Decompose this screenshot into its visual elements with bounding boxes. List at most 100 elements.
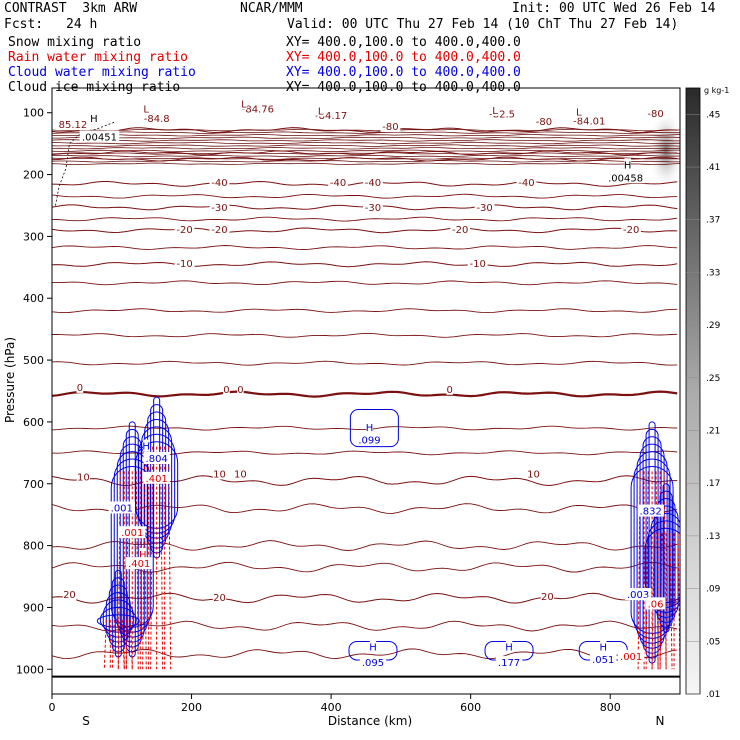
forecast-label: Fcst:: [4, 17, 44, 32]
rain-water-contour: [663, 471, 667, 670]
contour-label: H: [90, 114, 98, 125]
contour-label: -84.8: [144, 114, 170, 125]
temperature-contour-line: [52, 150, 678, 156]
label-background: [617, 649, 645, 662]
label-background: [79, 130, 120, 143]
x-tick-label: 0: [49, 701, 56, 714]
colorbar-label: .17: [706, 479, 720, 489]
temperature-contour--10: [52, 261, 678, 268]
rain-water-contour: [129, 619, 133, 670]
colorbar: g kg-1 .01 .05 .09 .13 .17 .21 .25 .29 .33 .37 .41…: [685, 86, 729, 700]
temperature-contour-0: [52, 390, 678, 398]
field-name-snow: Snow mixing ratio: [8, 35, 142, 50]
contour-label: .051: [592, 655, 614, 666]
label-background: [240, 97, 248, 110]
x-end-label-left: S: [82, 714, 90, 728]
rain-water-contour: [659, 533, 663, 670]
label-background: [621, 223, 642, 236]
label-background: [645, 597, 666, 610]
contour-label: L: [576, 108, 582, 119]
contour-label: .001: [620, 652, 642, 663]
x-end-label-right: N: [656, 714, 665, 728]
rain-water-contour: [111, 619, 115, 670]
contour-label: -84.76: [242, 105, 274, 116]
rain-water-contour: [677, 533, 680, 670]
label-background: [174, 257, 195, 270]
contour-label: 20: [63, 590, 76, 601]
x-axis-label: Distance (km): [328, 714, 412, 728]
contour-label: H: [369, 643, 377, 654]
contour-label: H: [599, 643, 607, 654]
field-name-rain: Rain water mixing ratio: [8, 50, 189, 65]
colorbar-label: .09: [706, 585, 721, 595]
label-background: [328, 176, 348, 189]
temperature-contour-line: [52, 156, 678, 162]
tropopause-contour-line: [52, 134, 680, 137]
label-background: [90, 111, 98, 124]
label-background: [143, 452, 170, 465]
contour-label: .00458: [608, 173, 643, 184]
label-background: [317, 104, 324, 117]
colorbar-label: .29: [706, 321, 721, 331]
rain-water-contour: [655, 471, 659, 670]
tropopause-contour-line: [52, 154, 680, 158]
label-background: [209, 223, 230, 236]
contour-label: .001: [121, 528, 143, 539]
tropopause-contour-line: [52, 149, 680, 152]
contour-label: -40: [330, 178, 346, 189]
contour-label: 0: [447, 385, 453, 396]
tropopause-contour-line: [52, 147, 680, 150]
convective-column-right-2: [644, 483, 680, 670]
y-axis-label: Pressure (hPa): [3, 337, 17, 423]
temperature-contour-line: [52, 360, 678, 366]
label-background: [238, 102, 278, 115]
contour-label: -82.5: [489, 110, 515, 121]
temperature-contour-line: [52, 561, 678, 573]
tropopause-contour-line: [52, 162, 680, 166]
y-tick-label: 300: [23, 230, 44, 243]
init-time: Init: 00 UTC Wed 26 Feb 14: [512, 1, 716, 16]
colorbar-label: .37: [706, 216, 720, 226]
plot-area: -84.76 -84.17 -82.5 -84.01 -84.8 85.12 -80 -80 -…: [52, 97, 680, 678]
rain-water-contour: [651, 533, 655, 670]
contour-label: 10: [213, 469, 226, 480]
label-background: [575, 105, 583, 118]
label-background: [126, 557, 153, 570]
label-background: [534, 115, 554, 128]
label-background: [446, 382, 454, 395]
label-background: [76, 380, 84, 393]
valid-time: Valid: 00 UTC Thu 27 Feb 14 (10 ChT Thu …: [287, 17, 679, 32]
x-tick-label: 800: [600, 701, 621, 714]
contour-label: .177: [498, 658, 520, 669]
colorbar-unit: g kg-1: [704, 86, 729, 95]
contour-label: -20: [176, 225, 192, 236]
contour-label: -80: [382, 122, 398, 133]
label-background: [491, 103, 499, 116]
label-background: [467, 257, 488, 270]
label-background: [599, 640, 607, 653]
contour-label: -30: [365, 203, 381, 214]
field-name-cloudwater: Cloud water mixing ratio: [8, 65, 196, 80]
temperature-contour-line: [52, 425, 678, 431]
model-title: CONTRAST 3km ARW: [4, 1, 138, 16]
cloud-water-contour: [662, 483, 670, 633]
label-background: [495, 656, 523, 669]
contour-label: -30: [476, 203, 492, 214]
label-background: [56, 118, 90, 131]
cloud-water-contour: [647, 520, 680, 608]
colorbar-label: .05: [706, 637, 720, 647]
label-background: [450, 223, 471, 236]
x-tick-label: 200: [181, 701, 202, 714]
label-background: [233, 467, 247, 480]
label-background: [119, 526, 146, 539]
label-background: [142, 102, 150, 115]
tropopause-contour-line: [52, 131, 680, 134]
contour-label: 20: [213, 593, 226, 604]
colorbar-label: .41: [706, 163, 720, 173]
contour-label: 20: [541, 592, 554, 603]
cloud-water-contour: [656, 498, 676, 623]
contour-label: .401: [128, 559, 150, 570]
temperature-contour-line: [52, 280, 678, 286]
